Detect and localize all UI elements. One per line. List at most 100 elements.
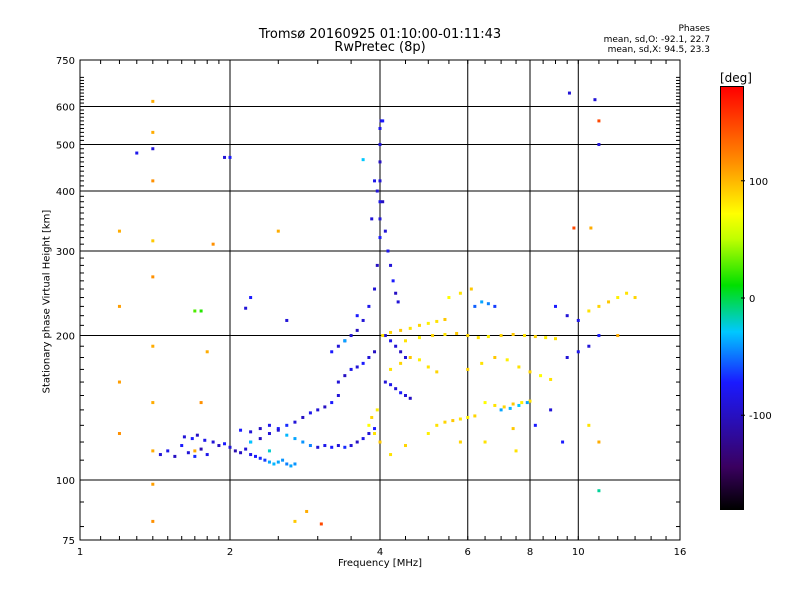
data-point bbox=[417, 336, 421, 340]
data-point bbox=[408, 396, 412, 400]
data-point bbox=[249, 430, 253, 434]
data-point bbox=[211, 242, 215, 246]
data-point bbox=[316, 445, 320, 449]
y-tick-label: 400 bbox=[56, 187, 75, 198]
data-point bbox=[511, 427, 515, 431]
data-point bbox=[514, 449, 518, 453]
x-tick-label: 1 bbox=[77, 547, 83, 558]
y-tick-label: 100 bbox=[56, 476, 75, 487]
x-tick-label: 6 bbox=[465, 547, 471, 558]
data-point bbox=[267, 460, 271, 464]
data-point bbox=[435, 319, 439, 323]
data-point bbox=[458, 440, 462, 444]
data-point bbox=[399, 328, 403, 332]
data-point bbox=[443, 420, 447, 424]
chart-subtitle: RwPretec (8p) bbox=[334, 40, 426, 55]
data-point bbox=[597, 489, 601, 493]
data-point bbox=[375, 408, 379, 412]
data-point bbox=[373, 287, 377, 291]
data-point bbox=[408, 355, 412, 359]
data-point bbox=[205, 350, 209, 354]
data-point bbox=[258, 456, 262, 460]
chart-title: Tromsø 20160925 01:10:00-01:11:43 bbox=[258, 27, 502, 42]
data-point bbox=[258, 427, 262, 431]
data-point bbox=[399, 391, 403, 395]
data-point bbox=[502, 405, 506, 409]
data-point bbox=[589, 226, 593, 230]
data-point bbox=[486, 335, 490, 339]
data-point bbox=[285, 462, 289, 466]
data-point bbox=[565, 355, 569, 359]
data-point bbox=[355, 328, 359, 332]
data-point bbox=[228, 155, 232, 159]
data-point bbox=[381, 334, 385, 338]
data-point bbox=[285, 423, 289, 427]
data-point bbox=[135, 151, 139, 155]
data-point bbox=[151, 482, 155, 486]
data-point bbox=[633, 296, 637, 300]
data-point bbox=[544, 336, 548, 340]
data-point bbox=[443, 332, 447, 336]
data-point bbox=[367, 423, 371, 427]
data-point bbox=[343, 374, 347, 378]
y-tick-label: 300 bbox=[56, 247, 75, 258]
x-tick-label: 8 bbox=[527, 547, 533, 558]
data-point bbox=[511, 332, 515, 336]
data-point bbox=[293, 437, 297, 441]
data-point bbox=[276, 427, 280, 431]
data-point bbox=[378, 200, 382, 204]
data-point bbox=[378, 179, 382, 183]
data-point bbox=[349, 444, 353, 448]
data-point bbox=[336, 380, 340, 384]
colorbar-tick-label: -100 bbox=[749, 411, 772, 422]
data-point bbox=[195, 433, 199, 437]
data-point bbox=[211, 440, 215, 444]
data-point bbox=[361, 158, 365, 162]
data-point bbox=[403, 394, 407, 398]
data-point bbox=[223, 155, 227, 159]
data-point bbox=[343, 339, 347, 343]
data-point bbox=[336, 344, 340, 348]
data-point bbox=[244, 306, 248, 310]
data-point bbox=[249, 453, 253, 457]
data-point bbox=[217, 444, 221, 448]
data-point bbox=[293, 519, 297, 523]
data-point bbox=[193, 449, 197, 453]
data-point bbox=[505, 358, 509, 362]
data-point bbox=[403, 444, 407, 448]
data-point bbox=[567, 91, 571, 95]
data-point bbox=[403, 355, 407, 359]
data-point bbox=[396, 300, 400, 304]
data-point bbox=[525, 401, 529, 405]
data-point bbox=[517, 403, 521, 407]
data-point bbox=[349, 367, 353, 371]
data-point bbox=[394, 291, 398, 295]
phases-x-mode: mean, sd,X: 94.5, 23.3 bbox=[607, 45, 710, 55]
data-point bbox=[151, 519, 155, 523]
data-point bbox=[355, 440, 359, 444]
data-point bbox=[205, 453, 209, 457]
data-point bbox=[158, 453, 162, 457]
data-point bbox=[389, 453, 393, 457]
data-point bbox=[151, 344, 155, 348]
data-point bbox=[151, 147, 155, 151]
data-point bbox=[343, 445, 347, 449]
data-point bbox=[565, 314, 569, 318]
data-point bbox=[533, 335, 537, 339]
data-point bbox=[276, 229, 280, 233]
data-point bbox=[553, 337, 557, 341]
data-point bbox=[576, 318, 580, 322]
data-point bbox=[193, 454, 197, 458]
data-point bbox=[151, 239, 155, 243]
data-point bbox=[267, 432, 271, 436]
data-point bbox=[417, 358, 421, 362]
data-point bbox=[285, 433, 289, 437]
data-point bbox=[379, 119, 383, 123]
data-point bbox=[173, 454, 177, 458]
data-point bbox=[199, 309, 203, 313]
data-point bbox=[394, 387, 398, 391]
data-point bbox=[289, 464, 293, 468]
data-point bbox=[336, 394, 340, 398]
data-point bbox=[361, 318, 365, 322]
